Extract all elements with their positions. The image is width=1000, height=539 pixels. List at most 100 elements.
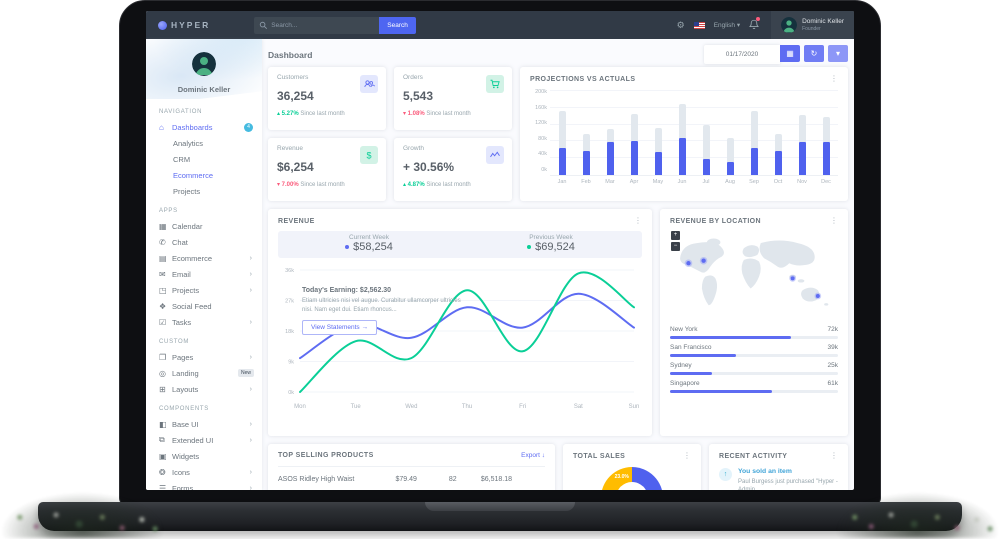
bar-group-mar: [598, 91, 622, 175]
sidebar-item-projects[interactable]: Projects: [159, 183, 262, 199]
donut-chart: [601, 467, 663, 490]
sidebar-avatar[interactable]: [192, 52, 216, 76]
sidebar-item-extended-ui[interactable]: ⧉ Extended UI ›: [159, 432, 262, 448]
period-dropdown-button[interactable]: ▾: [828, 45, 848, 62]
sidebar-item-dashboards[interactable]: ⌂ Dashboards 4: [159, 119, 262, 135]
icons-icon: ❂: [159, 467, 166, 477]
kebab-menu-icon[interactable]: ⋮: [830, 216, 838, 225]
total-sales-card: TOTAL SALES ⋮ 29.0%23.0%: [563, 444, 701, 490]
stat-value: + 30.56%: [403, 160, 455, 174]
stat-value: 36,254: [277, 89, 314, 103]
calendar-button[interactable]: ▦: [780, 45, 800, 62]
chevron-right-icon: ›: [249, 353, 252, 361]
sidebar-item-label: Tasks: [172, 317, 192, 327]
projections-bar-chart: 200k 160k 120k 80k 40k 0k: [530, 89, 838, 176]
header-controls: ▦ ↻ ▾: [704, 45, 848, 64]
new-badge: New: [237, 369, 254, 377]
sidebar-item-social-feed[interactable]: ❖ Social Feed: [159, 298, 262, 314]
sidebar-item-ecommerce[interactable]: Ecommerce: [159, 167, 262, 183]
progress-track: [670, 372, 838, 375]
table-row[interactable]: ASOS Ridley High Waist $79.49 82 $6,518.18: [278, 476, 545, 483]
kebab-menu-icon[interactable]: ⋮: [683, 451, 691, 460]
stat-card-customers: Customers 36,254 ▴ 5.27% Since last month: [268, 67, 386, 130]
settings-gear-icon[interactable]: ⚙: [676, 19, 685, 30]
sidebar-item-widgets[interactable]: ▣ Widgets: [159, 448, 262, 464]
svg-text:36k: 36k: [285, 268, 294, 274]
kebab-menu-icon[interactable]: ⋮: [830, 74, 838, 83]
sidebar-item-calendar[interactable]: ▦ Calendar: [159, 218, 262, 234]
kebab-menu-icon[interactable]: ⋮: [830, 451, 838, 460]
stat-delta: ▾ 1.08% Since last month: [403, 111, 471, 117]
svg-text:Thu: Thu: [462, 404, 472, 410]
view-statements-button[interactable]: View Statements →: [302, 320, 377, 336]
sidebar-item-base-ui[interactable]: ◧ Base UI ›: [159, 416, 262, 432]
calendar-icon: ▦: [159, 221, 167, 231]
projections-plot: [550, 90, 838, 176]
previous-week-label: Previous Week: [529, 234, 573, 241]
zoom-in-button[interactable]: +: [671, 231, 680, 240]
sidebar-item-crm[interactable]: CRM: [159, 151, 262, 167]
export-button[interactable]: Export ↓: [521, 452, 545, 459]
revenue-by-location-card: REVENUE BY LOCATION ⋮ + −: [660, 209, 848, 436]
activity-item-desc: Paul Burgess just purchased "Hyper - Adm…: [738, 479, 838, 490]
sidebar-item-email[interactable]: ✉ Email ›: [159, 266, 262, 282]
sidebar-item-label: CRM: [173, 154, 191, 164]
sidebar-item-label: Projects: [173, 186, 201, 196]
sidebar-item-label: Dashboards: [172, 122, 213, 132]
notifications-bell-icon[interactable]: [749, 16, 761, 32]
sidebar-item-label: Calendar: [172, 221, 203, 231]
sidebar-item-analytics[interactable]: Analytics: [159, 135, 262, 151]
app-body: Dominic Keller NAVIGATION ⌂ Dashboards 4 Ana…: [146, 39, 854, 490]
stat-value: 5,543: [403, 89, 434, 103]
date-input[interactable]: [704, 45, 780, 64]
x-tick-label: May: [652, 179, 664, 185]
sidebar-item-forms[interactable]: ☰ Forms ›: [159, 480, 262, 491]
background-foliage: [835, 492, 1000, 538]
x-tick-label: Oct: [773, 179, 783, 185]
sidebar-item-landing[interactable]: ◎ Landing New: [159, 365, 262, 381]
actual-bar: [678, 138, 686, 175]
cart-icon: [486, 75, 504, 93]
search-input[interactable]: [254, 16, 380, 34]
current-week-label: Current Week: [349, 234, 389, 241]
search-button[interactable]: Search: [379, 16, 416, 34]
sidebar-item-label: Email: [172, 269, 191, 279]
chevron-right-icon: ›: [249, 420, 252, 428]
refresh-button[interactable]: ↻: [804, 45, 824, 62]
previous-week-value: $69,524: [535, 241, 575, 253]
stat-title: Orders: [403, 74, 423, 81]
user-profile-menu[interactable]: Dominic Keller Founder: [771, 11, 854, 39]
progress-track: [670, 390, 838, 393]
activity-item[interactable]: ↑ You sold an item Paul Burgess just purch…: [719, 468, 838, 490]
language-dropdown[interactable]: English ▾: [713, 22, 741, 29]
gridline: [550, 106, 838, 108]
bar-group-apr: [622, 91, 646, 175]
revenue-row: REVENUE ⋮ Current Week $58,254 Previous …: [268, 209, 848, 436]
sidebar-item-pages[interactable]: ❐ Pages ›: [159, 349, 262, 365]
x-tick-label: Apr: [629, 179, 639, 185]
projection-bar: [630, 114, 638, 142]
kebab-menu-icon[interactable]: ⋮: [634, 216, 642, 225]
ecommerce-icon: ▤: [159, 253, 167, 263]
location-row: Sydney 25k: [670, 362, 838, 375]
projects-icon: ◳: [159, 285, 167, 295]
chevron-right-icon: ›: [249, 484, 252, 491]
y-tick-label: 120k: [535, 120, 547, 127]
notification-dot: [756, 16, 761, 21]
location-name: Singapore: [670, 380, 700, 387]
app-logo[interactable]: HYPER: [158, 20, 210, 30]
sidebar-item-ecommerce[interactable]: ▤ Ecommerce ›: [159, 250, 262, 266]
sidebar-item-layouts[interactable]: ⊞ Layouts ›: [159, 381, 262, 397]
world-map-svg: [680, 238, 829, 306]
home-icon: ⌂: [159, 122, 164, 132]
revenue-title: REVENUE: [278, 217, 315, 225]
sidebar-item-chat[interactable]: ✆ Chat: [159, 234, 262, 250]
x-tick-label: Nov: [797, 179, 807, 185]
sidebar-item-icons[interactable]: ❂ Icons ›: [159, 464, 262, 480]
user-avatar: [781, 17, 798, 33]
x-tick-label: Mar: [605, 179, 615, 185]
top-selling-products-card: TOP SELLING PRODUCTS Export ↓ ASOS Ridle…: [268, 444, 555, 490]
sidebar-item-projects[interactable]: ◳ Projects ›: [159, 282, 262, 298]
sidebar-item-tasks[interactable]: ☑ Tasks ›: [159, 314, 262, 330]
zoom-out-button[interactable]: −: [671, 242, 680, 251]
